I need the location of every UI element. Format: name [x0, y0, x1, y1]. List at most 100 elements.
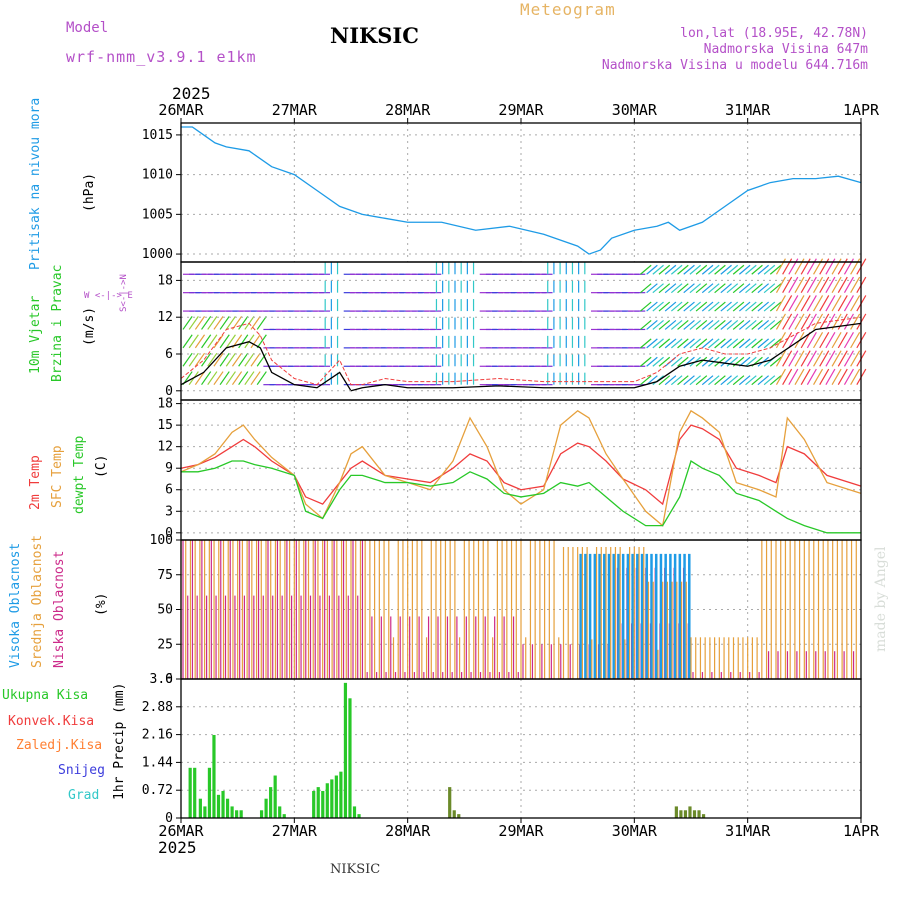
y-tick-label: 1010: [142, 168, 173, 183]
wind-barb: [646, 338, 658, 349]
wind-gust-line: [180, 316, 862, 386]
wind-barb: [689, 301, 702, 312]
wind-barb: [689, 338, 702, 349]
precip-bar: [343, 682, 348, 818]
wind-barb: [757, 283, 770, 294]
wind-barb: [806, 350, 817, 367]
panel-frame: [180, 678, 862, 819]
wind-barb: [745, 301, 757, 312]
wind-barb: [640, 301, 652, 312]
wind-barb: [701, 264, 714, 275]
wind-barb: [775, 258, 786, 275]
wind-barb: [843, 258, 854, 275]
wind-barb: [800, 276, 811, 293]
wind-barb: [800, 313, 811, 330]
wind-barb: [813, 350, 824, 367]
precip-bar: [312, 790, 316, 818]
wind-barb: [763, 375, 776, 386]
wind-barb: [695, 338, 708, 349]
wind-ylabel-2: Brzina i Pravac: [50, 264, 65, 382]
precip-bar: [230, 806, 234, 818]
precip-bar: [216, 794, 221, 818]
wind-barb: [726, 338, 739, 349]
precip-bar: [688, 806, 692, 818]
wind-barb: [244, 352, 255, 367]
temp-ylabel-2: SFC Temp: [50, 445, 65, 508]
precip-bar: [225, 798, 230, 818]
wind-barb: [646, 375, 658, 386]
pressure-line: [181, 126, 862, 255]
y-tick-label: 9: [165, 461, 173, 476]
wind-barb: [231, 371, 243, 386]
pressure-unit: (hPa): [82, 172, 97, 212]
precip-bar: [701, 814, 706, 818]
x-tick-label-top: 26MAR: [158, 101, 204, 119]
wind-barb: [708, 375, 720, 386]
wind-barb: [677, 338, 689, 349]
wind-barb: [188, 334, 199, 349]
wind-barb: [837, 368, 848, 385]
legend-total-rain: Ukupna Kisa: [2, 688, 89, 703]
wind-barb: [806, 276, 817, 293]
wind-barb: [689, 283, 702, 294]
wind-barb: [732, 338, 745, 349]
cloud-ylabel-1: Visoka Oblacnost: [8, 542, 23, 668]
wind-barb: [182, 352, 193, 367]
wind-barb: [788, 368, 799, 385]
wind-barb: [219, 316, 230, 330]
wind-barb: [732, 375, 745, 386]
wind-barb: [738, 320, 751, 330]
model-label: Model: [66, 20, 109, 36]
legend-graupel: Grad: [68, 788, 100, 803]
wind-barb: [658, 375, 671, 386]
y-tick-label: 1015: [142, 128, 173, 143]
wind-barb: [825, 258, 836, 275]
wind-barb: [256, 352, 267, 367]
coords-label: lon,lat (18.95E, 42.78N): [680, 26, 868, 41]
wind-barb: [837, 350, 848, 367]
x-tick-label-bottom: 26MAR: [158, 822, 204, 840]
wind-barb: [640, 320, 652, 330]
wind-barb: [745, 264, 757, 275]
wind-barb: [813, 313, 824, 330]
wind-ylabel-1: 10m Vjetar: [28, 295, 43, 374]
wind-barb: [726, 375, 739, 386]
wind-barb: [225, 316, 236, 330]
wind-barb: [238, 334, 249, 349]
wind-barb: [763, 301, 776, 312]
precip-bar: [448, 787, 452, 818]
wind-barb: [720, 356, 732, 367]
wind-barb: [238, 316, 249, 330]
wind-barb: [720, 320, 732, 330]
wind-barb: [194, 316, 206, 330]
precip-bar: [357, 814, 361, 818]
wind-barb: [751, 320, 763, 330]
wind-barb: [831, 331, 842, 349]
bottom-year: 2025: [158, 838, 197, 857]
wind-barb: [806, 331, 817, 349]
credit-label: made by Angel: [873, 546, 889, 653]
wind-barb: [800, 368, 811, 385]
wind-barb: [646, 301, 658, 312]
precip-bar: [212, 734, 216, 818]
wind-barb: [714, 301, 726, 312]
wind-barb: [726, 320, 739, 330]
wind-barb: [769, 283, 782, 294]
y-tick-label: 75: [157, 568, 173, 583]
wind-barb: [256, 371, 267, 386]
wind-mean-line: [180, 322, 862, 392]
wind-barb: [201, 371, 212, 386]
x-tick-label-bottom: 1APR: [843, 822, 880, 840]
x-tick-label-bottom: 30MAR: [612, 822, 658, 840]
precip-bar: [348, 698, 352, 818]
precip-bar: [198, 798, 202, 818]
wind-barb: [732, 320, 745, 330]
wind-barb: [194, 334, 206, 349]
x-tick-label-bottom: 27MAR: [272, 822, 318, 840]
wind-barb: [231, 352, 243, 367]
wind-barb: [695, 264, 708, 275]
wind-barb: [213, 316, 224, 330]
wind-barb: [658, 301, 671, 312]
wind-barb: [664, 264, 677, 275]
precip-bar: [334, 775, 338, 818]
